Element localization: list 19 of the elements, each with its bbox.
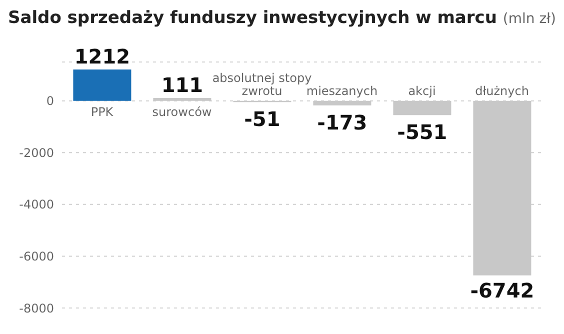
x-tick-label: mieszanych [306,84,378,98]
y-tick-label: 0 [46,94,54,108]
chart-subtitle: (mln zł) [502,11,556,27]
x-tick-label: surowców [152,104,212,119]
data-label: -6742 [470,278,534,302]
data-label: -51 [244,107,280,132]
y-tick-label: -4000 [19,198,54,212]
data-label: -173 [317,110,368,134]
x-tick-label: akcji [408,84,436,98]
y-tick-label: -2000 [19,146,54,160]
y-tick-label: -6000 [19,249,54,264]
data-label: -551 [397,120,448,144]
bar [73,69,132,101]
data-label: 111 [161,72,204,97]
y-tick-label: -8000 [19,301,54,316]
x-tick-label: dłużnych [475,84,529,98]
data-label: 1212 [74,44,130,68]
x-tick-label: PPK [90,104,114,119]
chart-title: Saldo sprzedaży funduszy inwestycyjnych w marcu [8,8,497,28]
